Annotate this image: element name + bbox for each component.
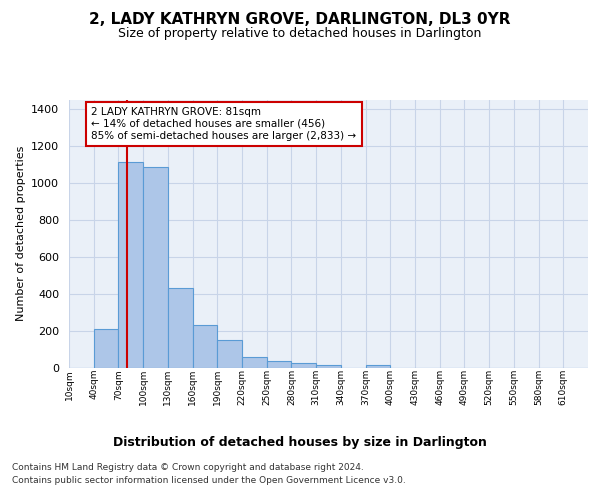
Bar (267, 360, 292, 368)
Bar (292, 363, 316, 368)
Text: Contains HM Land Registry data © Crown copyright and database right 2024.: Contains HM Land Registry data © Crown c… (12, 464, 364, 472)
Bar (143, 168, 168, 368)
Bar (118, 162, 143, 368)
Bar (242, 357, 267, 368)
Text: Distribution of detached houses by size in Darlington: Distribution of detached houses by size … (113, 436, 487, 449)
Bar (168, 288, 193, 368)
Y-axis label: Number of detached properties: Number of detached properties (16, 146, 26, 322)
Text: Contains public sector information licensed under the Open Government Licence v3: Contains public sector information licen… (12, 476, 406, 485)
Bar (217, 340, 242, 367)
Bar (193, 324, 217, 368)
Text: Size of property relative to detached houses in Darlington: Size of property relative to detached ho… (118, 28, 482, 40)
Text: 2 LADY KATHRYN GROVE: 81sqm
← 14% of detached houses are smaller (456)
85% of se: 2 LADY KATHRYN GROVE: 81sqm ← 14% of det… (91, 108, 356, 140)
Text: 2, LADY KATHRYN GROVE, DARLINGTON, DL3 0YR: 2, LADY KATHRYN GROVE, DARLINGTON, DL3 0… (89, 12, 511, 28)
Bar (316, 366, 341, 368)
Bar (94, 330, 118, 368)
Bar (365, 365, 390, 368)
